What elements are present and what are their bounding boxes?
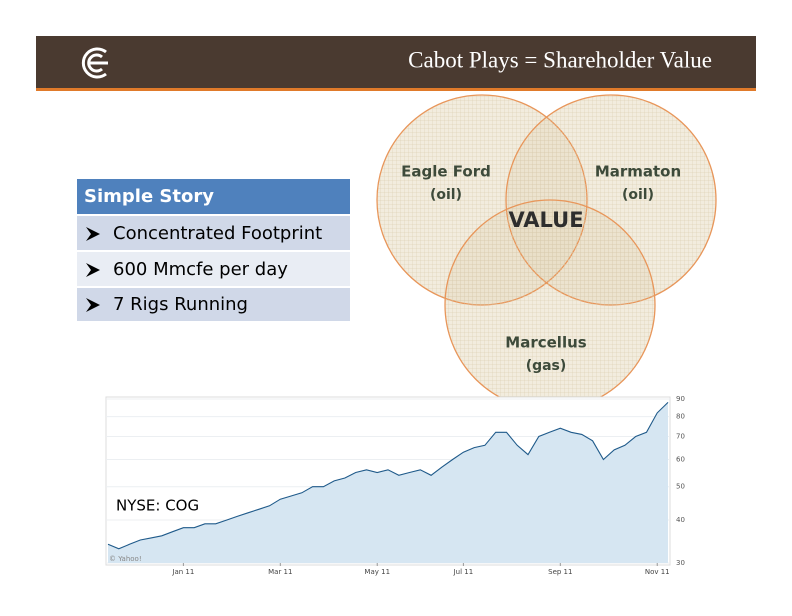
y-tick-label: 50 [676,483,685,491]
story-table: Simple Story Concentrated Footprint 600 … [77,179,350,321]
table-header-bg [77,179,350,214]
x-tick-label: May 11 [364,568,390,576]
table-row: 600 Mmcfe per day [113,259,288,280]
bullet [86,263,100,277]
y-tick-label: 90 [676,395,685,403]
x-tick-label: Sep 11 [548,568,572,576]
bullets [86,227,100,312]
table-row-bg [77,216,350,250]
logo [81,47,108,79]
venn-diagram: Eagle Ford (oil) Marmaton (oil) Marcellu… [376,94,717,411]
x-tick-label: Nov 11 [645,568,670,576]
x-tick-label: Mar 11 [268,568,292,576]
table-header: Simple Story [84,186,214,207]
venn-label: Marcellus [505,334,586,352]
y-tick-label: 40 [676,516,685,524]
y-tick-label: 30 [676,559,685,567]
table-row-bg [77,288,350,321]
venn-label: Marmaton [595,163,681,181]
x-tick-label: Jul 11 [453,568,474,576]
venn-sublabel: (gas) [526,358,567,374]
bullet [86,227,100,241]
chart-source: © Yahoo! [109,555,142,563]
price-area [108,402,668,563]
header-band [36,36,756,88]
table-row: Concentrated Footprint [113,223,322,244]
venn-label: Eagle Ford [401,163,491,181]
venn-sublabel: (oil) [622,187,654,203]
x-tick-label: Jan 11 [171,568,194,576]
table-row-bg [77,252,350,286]
y-tick-label: 60 [676,456,685,464]
table-row: 7 Rigs Running [113,294,248,315]
y-tick-label: 80 [676,413,685,421]
venn-sublabel: (oil) [430,187,462,203]
venn-center-label: VALUE [508,208,583,232]
chart-annotation: NYSE: COG [116,497,199,515]
price-line [107,402,669,550]
y-tick-label: 70 [676,433,685,441]
bullet [86,298,100,312]
header-stripe [36,88,756,91]
stock-chart: 30 40 50 60 70 80 90 Jan 11 Mar 11 May 11 Jul 11 Se… [105,395,685,576]
slide-title: Cabot Plays = Shareholder Value [408,47,712,72]
